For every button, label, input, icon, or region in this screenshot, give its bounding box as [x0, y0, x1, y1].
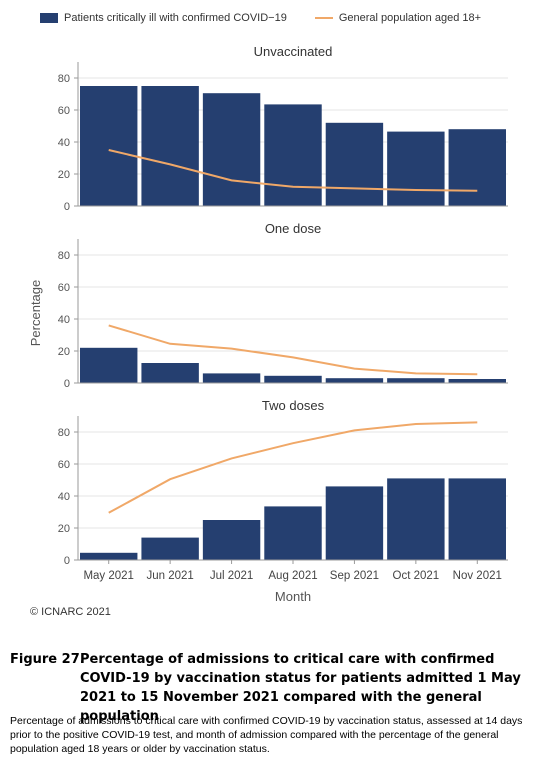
y-axis-label: Percentage [28, 280, 43, 347]
ytick-label-0-60: 60 [58, 105, 70, 117]
ytick-label-1-20: 20 [58, 346, 70, 358]
bar-1-0 [80, 347, 138, 383]
bar-2-2 [202, 520, 261, 560]
bar-0-4 [325, 122, 384, 206]
bar-1-4 [325, 378, 384, 383]
bar-1-2 [202, 373, 261, 383]
bar-0-3 [264, 104, 322, 206]
figure-description: Percentage of admissions to critical car… [10, 715, 523, 755]
legend: Patients critically ill with confirmed C… [40, 12, 509, 24]
xtick-label-1: Jun 2021 [146, 570, 193, 582]
panel-title-2: Two doses [262, 398, 325, 413]
ytick-label-0-20: 20 [58, 169, 70, 181]
x-axis-label: Month [275, 589, 311, 604]
bar-0-6 [448, 129, 506, 206]
bar-1-3 [264, 375, 322, 383]
figure-title: Percentage of admissions to critical car… [80, 652, 521, 724]
figure-caption: Figure 27. Percentage of admissions to c… [10, 650, 540, 726]
legend-label-bar: Patients critically ill with confirmed C… [64, 12, 287, 24]
legend-item-bar: Patients critically ill with confirmed C… [40, 12, 287, 24]
figure-number: Figure 27. [10, 652, 85, 667]
ytick-label-2-40: 40 [58, 491, 70, 503]
legend-swatch-line [314, 17, 333, 19]
bar-2-3 [264, 506, 322, 560]
bar-0-5 [387, 131, 445, 206]
panel-title-1: One dose [265, 221, 321, 236]
ytick-label-0-80: 80 [58, 73, 70, 85]
bar-1-5 [387, 378, 445, 383]
bar-2-5 [387, 478, 445, 560]
legend-item-line: General population aged 18+ [314, 12, 482, 24]
copyright: © ICNARC 2021 [30, 606, 111, 618]
xtick-label-4: Sep 2021 [330, 570, 379, 582]
legend-label-line: General population aged 18+ [338, 12, 482, 24]
ytick-label-1-60: 60 [58, 282, 70, 294]
bar-0-0 [80, 86, 138, 206]
xtick-label-3: Aug 2021 [268, 570, 317, 582]
line-series-2 [108, 421, 478, 514]
bar-1-1 [141, 363, 199, 383]
xtick-label-5: Oct 2021 [393, 570, 440, 582]
xtick-label-2: Jul 2021 [210, 570, 253, 582]
legend-swatch-bar [40, 13, 58, 23]
bar-2-4 [325, 486, 384, 560]
bar-2-6 [448, 478, 506, 560]
ytick-label-1-40: 40 [58, 314, 70, 326]
xtick-label-6: Nov 2021 [453, 570, 502, 582]
ytick-label-1-0: 0 [64, 378, 70, 390]
ytick-label-2-20: 20 [58, 523, 70, 535]
ytick-label-0-40: 40 [58, 137, 70, 149]
bar-1-6 [448, 379, 506, 383]
ytick-label-1-80: 80 [58, 250, 70, 262]
xtick-label-0: May 2021 [83, 570, 134, 582]
ytick-label-2-0: 0 [64, 555, 70, 567]
chart: Unvaccinated 0 20 40 60 80 One dose 0 20 40 60 80 Tw… [28, 44, 508, 604]
line-series-1 [108, 324, 478, 376]
line-series-0 [108, 149, 478, 192]
panel-title-0: Unvaccinated [254, 44, 333, 59]
bar-0-1 [141, 86, 199, 206]
bar-2-0 [80, 552, 138, 560]
ytick-label-2-60: 60 [58, 459, 70, 471]
ytick-label-2-80: 80 [58, 427, 70, 439]
bar-0-2 [202, 93, 261, 206]
ytick-label-0-0: 0 [64, 201, 70, 213]
bar-2-1 [141, 537, 199, 560]
